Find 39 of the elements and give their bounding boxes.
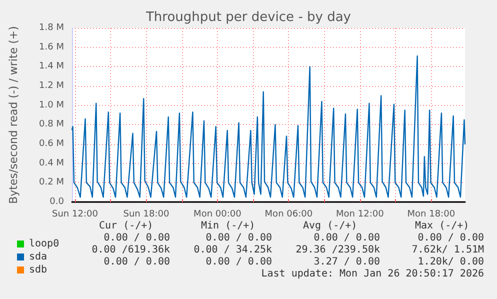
- text: 1.20k/ 0.00: [418, 256, 484, 268]
- text: 0.00 / 0.00: [206, 256, 272, 268]
- x-tick-label: Sun 12:00: [52, 210, 98, 220]
- text: Max (-/+): [415, 220, 470, 232]
- x-tick-label: Mon 18:00: [407, 210, 456, 220]
- text: Cur (-/+): [99, 220, 154, 232]
- legend-label: sda: [29, 252, 48, 262]
- y-tick-label: 1.8 M: [39, 23, 64, 33]
- text: 0.00 /619.36k: [92, 244, 170, 256]
- text: 0.00 / 0.00: [104, 256, 170, 268]
- x-tick-label: Mon 00:00: [194, 210, 242, 220]
- text: 0.00 / 0.00: [206, 232, 272, 244]
- y-tick-label: 1.6 M: [39, 42, 64, 52]
- legend-label: loop0: [29, 238, 60, 250]
- y-tick-label: 0.8 M: [39, 120, 64, 130]
- text: 0.00 / 0.00: [418, 232, 484, 244]
- legend-label: sdb: [29, 264, 48, 276]
- text: Min (-/+): [201, 220, 256, 232]
- y-tick-label: 0.0: [50, 197, 64, 207]
- text: 0.00 / 0.00: [314, 232, 380, 244]
- y-tick-label: 0.6 M: [39, 139, 64, 149]
- x-tick-label: Sun 18:00: [123, 210, 170, 220]
- y-tick-label: 0.2 M: [39, 178, 64, 188]
- x-tick-label: Mon 06:00: [264, 210, 313, 220]
- text: Last update: Mon Jan 26 20:50:17 2026: [261, 268, 484, 280]
- y-tick-label: 0.4 M: [39, 158, 64, 168]
- text: 0.00 / 0.00: [104, 232, 170, 244]
- y-axis-title: Bytes/second read (-) / write (+): [7, 26, 20, 204]
- text: 7.62k/ 1.51M: [412, 244, 484, 256]
- text: 3.27 / 0.00: [314, 256, 380, 268]
- x-tick-label: Mon 12:00: [336, 210, 384, 220]
- line-series: [71, 55, 466, 198]
- y-tick-label: 1.2 M: [39, 81, 64, 91]
- text: Avg (-/+): [303, 220, 358, 232]
- y-tick-label: 1.4 M: [39, 62, 64, 72]
- text: 29.36 /239.50k: [296, 244, 380, 256]
- text: 0.00 / 34.25k: [194, 244, 272, 256]
- chart-title: Throughput per device - by day: [144, 10, 352, 25]
- y-tick-label: 1.0 M: [39, 100, 64, 110]
